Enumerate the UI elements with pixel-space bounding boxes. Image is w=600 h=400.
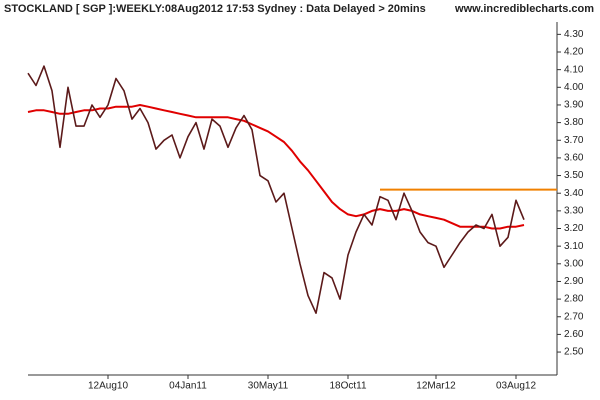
- y-tick-label: 4.30: [564, 29, 584, 40]
- y-tick-label: 3.70: [564, 135, 584, 146]
- y-tick-label: 4.00: [564, 82, 584, 93]
- y-tick-label: 2.80: [564, 294, 584, 305]
- y-tick-label: 3.10: [564, 241, 584, 252]
- y-tick-label: 3.00: [564, 258, 584, 269]
- price-line: [27, 65, 525, 314]
- y-tick-label: 3.20: [564, 223, 584, 234]
- moving-average: [27, 104, 525, 230]
- y-tick-label: 2.70: [564, 311, 584, 322]
- y-tick-label: 2.90: [564, 276, 584, 287]
- y-tick-label: 3.90: [564, 100, 584, 111]
- y-tick-label: 2.60: [564, 329, 584, 340]
- x-tick-label: 03Aug12: [496, 381, 536, 392]
- x-tick-label: 30May11: [248, 381, 289, 392]
- x-tick-label: 18Oct11: [329, 381, 366, 392]
- chart-title: STOCKLAND [ SGP ]:WEEKLY:08Aug2012 17:53…: [4, 3, 426, 15]
- x-tick-label: 12Mar12: [416, 381, 456, 392]
- y-tick-label: 3.30: [564, 205, 584, 216]
- y-tick-label: 3.80: [564, 117, 584, 128]
- x-tick-label: 12Aug10: [88, 381, 128, 392]
- source: www.incrediblecharts.com: [454, 3, 594, 15]
- x-tick-label: 04Jan11: [169, 381, 207, 392]
- y-tick-label: 3.60: [564, 153, 584, 164]
- y-tick-label: 2.50: [564, 347, 584, 358]
- y-tick-label: 3.40: [564, 188, 584, 199]
- y-tick-label: 4.20: [564, 47, 584, 58]
- y-tick-label: 3.50: [564, 170, 584, 181]
- y-tick-label: 4.10: [564, 64, 584, 75]
